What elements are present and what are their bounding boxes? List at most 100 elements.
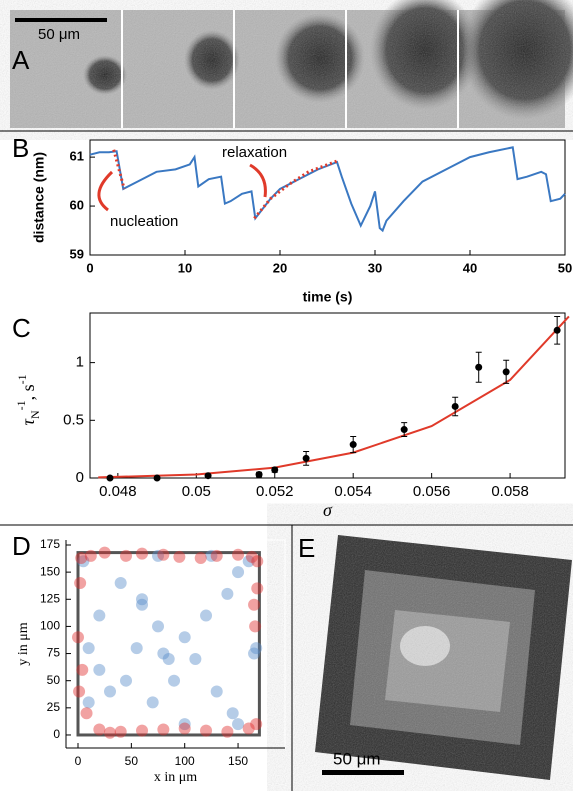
- data-point: [93, 663, 106, 676]
- plot-frame: [89, 312, 566, 479]
- data-point: [232, 548, 245, 561]
- data-point: [221, 725, 234, 738]
- data-point: [251, 582, 264, 595]
- y-tick-label: 100: [40, 619, 60, 633]
- y-tick-label: 60: [70, 198, 84, 213]
- y-tick-label: 150: [40, 564, 60, 578]
- panel-label: D: [12, 531, 31, 561]
- scale-bar-label: 50 μm: [38, 26, 80, 43]
- annotation-arrow: [97, 170, 114, 212]
- data-point: [74, 576, 87, 589]
- y-axis-label-part: τ: [18, 419, 38, 426]
- x-axis-label: x in μm: [154, 770, 197, 785]
- data-point: [136, 547, 149, 560]
- data-point: [98, 546, 111, 559]
- data-point: [157, 723, 170, 736]
- data-point: [153, 474, 161, 482]
- data-point: [250, 718, 263, 731]
- data-point: [232, 566, 245, 579]
- data-point: [84, 549, 97, 562]
- data-point: [146, 696, 159, 709]
- y-axis-label-part: N: [28, 410, 42, 419]
- data-point: [248, 598, 261, 611]
- data-point: [242, 555, 255, 568]
- x-tick-label: 0.054: [334, 483, 372, 500]
- scale-bar-label: 50 μm: [333, 749, 381, 768]
- plot-frame: [89, 139, 566, 256]
- y-tick-label: 25: [47, 700, 61, 714]
- data-point: [136, 724, 149, 737]
- data-point: [205, 549, 218, 562]
- region-box: [76, 551, 261, 737]
- data-point: [114, 576, 127, 589]
- data-point: [120, 549, 133, 562]
- data-point: [475, 363, 483, 371]
- data-point: [242, 722, 255, 735]
- data-point: [255, 471, 263, 479]
- data-point: [82, 642, 95, 655]
- data-point: [72, 631, 85, 644]
- panel-label: C: [12, 313, 31, 343]
- data-point: [232, 718, 245, 731]
- y-tick-label: 50: [47, 673, 61, 687]
- data-point: [189, 652, 202, 665]
- y-tick-label: 61: [70, 149, 84, 164]
- data-point: [173, 550, 186, 563]
- data-point: [162, 652, 175, 665]
- x-tick-label: 0.05: [182, 483, 211, 500]
- data-point: [249, 620, 262, 633]
- x-tick-label: 100: [175, 754, 195, 768]
- data-point: [93, 609, 106, 622]
- data-line: [98, 315, 570, 479]
- data-point: [251, 555, 264, 568]
- x-tick-label: 20: [273, 260, 287, 275]
- data-point: [104, 685, 117, 698]
- data-point: [349, 441, 357, 449]
- x-axis-label: time (s): [303, 289, 353, 305]
- data-point: [200, 609, 213, 622]
- data-point: [93, 723, 106, 736]
- y-axis-label: y in μm: [16, 622, 31, 665]
- data-point: [136, 593, 149, 606]
- x-tick-label: 0: [75, 754, 82, 768]
- data-point: [75, 552, 88, 565]
- data-point: [114, 725, 127, 738]
- data-point: [130, 642, 143, 655]
- panel-label: A: [12, 45, 30, 75]
- y-tick-label: 125: [40, 591, 60, 605]
- data-point: [178, 631, 191, 644]
- fit-line: [112, 149, 126, 190]
- data-point: [226, 707, 239, 720]
- panel-label: B: [12, 133, 29, 163]
- y-tick-label: 0: [53, 727, 60, 741]
- data-point: [168, 674, 181, 687]
- x-tick-label: 40: [463, 260, 477, 275]
- data-point: [178, 718, 191, 731]
- data-point: [157, 647, 170, 660]
- annotation: relaxation: [222, 144, 287, 161]
- y-axis-label-part: -1: [15, 374, 29, 384]
- x-tick-label: 50: [558, 260, 572, 275]
- y-tick-label: 75: [47, 646, 61, 660]
- data-point: [152, 549, 165, 562]
- data-point: [502, 368, 510, 376]
- y-axis-label: distance (nm): [31, 152, 47, 243]
- y-axis-label: τN-1, s-1: [14, 374, 42, 425]
- data-point: [210, 685, 223, 698]
- x-tick-label: 0.048: [99, 483, 137, 500]
- data-point: [248, 647, 261, 660]
- data-point: [82, 696, 95, 709]
- data-point: [178, 722, 191, 735]
- data-point: [210, 549, 223, 562]
- y-axis-label-part: , s: [18, 384, 38, 400]
- data-point: [194, 552, 207, 565]
- x-tick-label: 10: [178, 260, 192, 275]
- data-point: [302, 454, 310, 462]
- data-point: [77, 555, 90, 568]
- x-tick-label: 0.052: [256, 483, 294, 500]
- data-point: [73, 685, 86, 698]
- data-point: [200, 724, 213, 737]
- data-point: [553, 326, 561, 334]
- y-tick-label: 0.5: [63, 411, 84, 428]
